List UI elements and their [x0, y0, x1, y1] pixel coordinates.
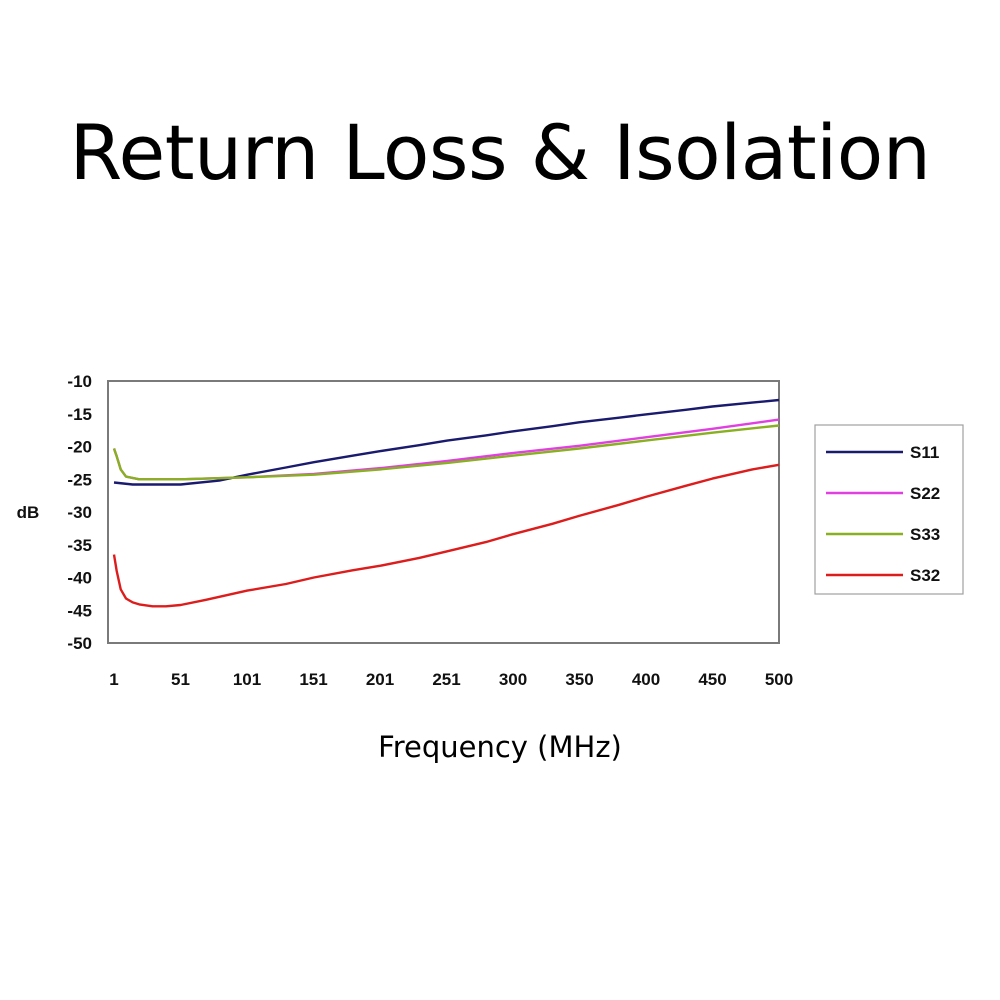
x-axis: 1 51 101 151 201 251 300 350 400 450 500	[109, 670, 793, 689]
legend-label-s33: S33	[910, 525, 940, 544]
y-tick-label: -40	[67, 569, 92, 588]
series-line-s11	[113, 398, 780, 486]
x-tick-label: 251	[432, 670, 460, 689]
x-axis-title: Frequency (MHz)	[378, 730, 622, 764]
legend-label-s11: S11	[910, 443, 939, 462]
y-tick-label: -20	[67, 438, 92, 457]
series-line-s33	[112, 424, 780, 481]
y-axis-title: dB	[17, 503, 40, 522]
plot-area	[107, 380, 780, 644]
y-tick-label: -30	[67, 503, 92, 522]
legend-label-s32: S32	[910, 566, 940, 585]
y-tick-label: -50	[67, 634, 92, 653]
x-tick-label: 151	[299, 670, 327, 689]
x-tick-label: 350	[565, 670, 593, 689]
y-axis: -10 -15 -20 -25 -30 -35 -40 -45 -50	[67, 372, 92, 653]
series-line-s32	[112, 463, 780, 608]
page-title: Return Loss & Isolation	[69, 108, 931, 197]
x-tick-label: 101	[233, 670, 261, 689]
legend: S11 S22 S33 S32	[814, 424, 964, 595]
x-tick-label: 1	[109, 670, 118, 689]
x-tick-label: 500	[765, 670, 793, 689]
x-tick-label: 300	[499, 670, 527, 689]
x-tick-label: 201	[366, 670, 394, 689]
y-tick-label: -35	[67, 536, 92, 555]
x-tick-label: 400	[632, 670, 660, 689]
y-tick-label: -45	[67, 601, 92, 620]
x-tick-label: 450	[698, 670, 726, 689]
y-tick-label: -10	[67, 372, 92, 391]
x-tick-label: 51	[171, 670, 190, 689]
legend-box	[814, 424, 964, 595]
series-lines	[112, 398, 780, 608]
y-tick-label: -25	[67, 470, 92, 489]
legend-label-s22: S22	[910, 484, 940, 503]
y-tick-label: -15	[67, 405, 92, 424]
